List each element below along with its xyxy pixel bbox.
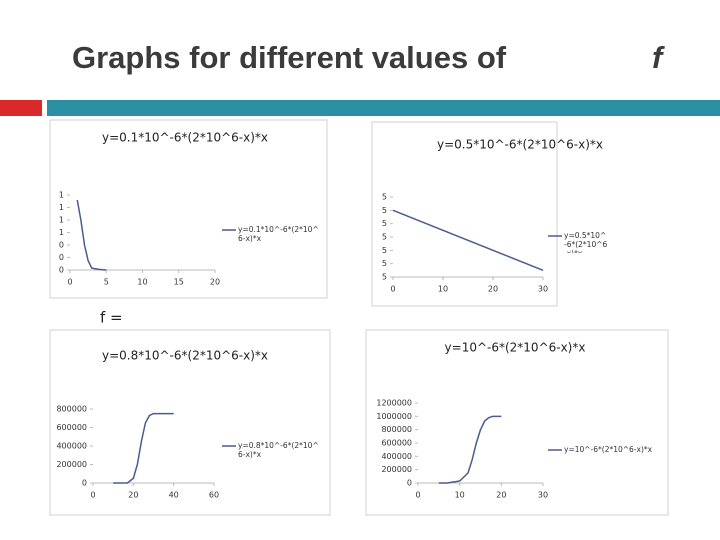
x-tick-label: 60 [209, 491, 219, 500]
data-line [392, 209, 544, 272]
x-tick-label: 10 [137, 278, 147, 287]
y-tick-label: 5 [382, 219, 387, 228]
y-tick-label: 1200000 [376, 399, 412, 408]
y-tick-label: 1 [59, 216, 64, 225]
y-tick-label: 1 [59, 228, 64, 237]
y-tick-label: 5 [382, 193, 387, 202]
y-tick-label: 600000 [56, 423, 87, 432]
legend-box: y=0.5*10^-6*(2*10^6-x)*x [564, 231, 608, 253]
chart-frame [49, 329, 331, 516]
x-tick-label: 0 [90, 491, 95, 500]
y-tick-label: 400000 [381, 452, 412, 461]
y-tick-label: 5 [382, 246, 387, 255]
y-tick-label: 5 [382, 233, 387, 242]
y-tick-label: 0 [59, 241, 64, 250]
x-tick-label: 20 [488, 285, 498, 294]
legend-label: y=0.8*10^-6*(2*10^6-x)*x [238, 441, 319, 459]
legend-label: y=10^-6*(2*10^6-x)*x [564, 445, 653, 454]
legend-box: y=0.1*10^-6*(2*10^6-x)*x [238, 225, 319, 243]
x-tick-label: 20 [210, 278, 220, 287]
x-tick-label: 10 [438, 285, 448, 294]
legend-label: y=0.5*10^-6*(2*10^6-x)*x [564, 231, 608, 253]
x-tick-label: 40 [169, 491, 179, 500]
y-tick-label: 0 [59, 253, 64, 262]
title-variable: f [652, 40, 665, 75]
chart-frame [365, 329, 669, 516]
x-tick-label: 5 [104, 278, 109, 287]
chart: y=10^-6*(2*10^6-x)*x 1200000 1000000 800000… [365, 329, 669, 516]
y-tick-label: 200000 [381, 465, 412, 474]
x-tick-label: 30 [538, 491, 548, 500]
y-tick-label: 600000 [381, 439, 412, 448]
data-line [438, 415, 502, 484]
x-tick-label: 30 [538, 285, 548, 294]
slide-title: Graphs for different values of [72, 40, 507, 75]
y-tick-label: 5 [382, 273, 387, 282]
x-tick-label: 20 [128, 491, 138, 500]
x-tick-label: 20 [496, 491, 506, 500]
legend-box: y=10^-6*(2*10^6-x)*x [564, 445, 653, 454]
x-tick-label: 0 [67, 278, 72, 287]
chart-title: y=0.1*10^-6*(2*10^6-x)*x [102, 131, 268, 145]
accent-bar [47, 100, 720, 116]
y-tick-label: 0 [59, 266, 64, 275]
chart-frame [49, 119, 328, 299]
y-tick-label: 5 [382, 206, 387, 215]
y-tick-label: 5 [382, 259, 387, 268]
y-tick-label: 800000 [381, 425, 412, 434]
legend-box: y=0.8*10^-6*(2*10^6-x)*x [238, 441, 319, 459]
x-tick-label: 0 [415, 491, 420, 500]
y-tick-label: 1 [59, 203, 64, 212]
chart-title: y=10^-6*(2*10^6-x)*x [445, 341, 586, 355]
data-line [76, 199, 107, 271]
y-tick-label: 1000000 [376, 412, 412, 421]
chart-title: y=0.5*10^-6*(2*10^6-x)*x [437, 138, 603, 152]
chart-title: y=0.8*10^-6*(2*10^6-x)*x [102, 349, 268, 363]
y-tick-label: 200000 [56, 460, 87, 469]
y-tick-label: 1 [59, 191, 64, 200]
x-tick-label: 0 [390, 285, 395, 294]
data-line [113, 412, 174, 484]
chart: y=0.8*10^-6*(2*10^6-x)*x8000006000004000… [49, 329, 331, 516]
f-label: f = [100, 309, 123, 327]
y-tick-label: 400000 [56, 442, 87, 451]
legend-label: y=0.1*10^-6*(2*10^6-x)*x [238, 225, 319, 243]
y-tick-label: 0 [82, 479, 87, 488]
y-tick-label: 800000 [56, 405, 87, 414]
y-tick-label: 0 [407, 479, 412, 488]
x-tick-label: 10 [455, 491, 465, 500]
accent-square [0, 100, 42, 116]
x-tick-label: 15 [174, 278, 184, 287]
